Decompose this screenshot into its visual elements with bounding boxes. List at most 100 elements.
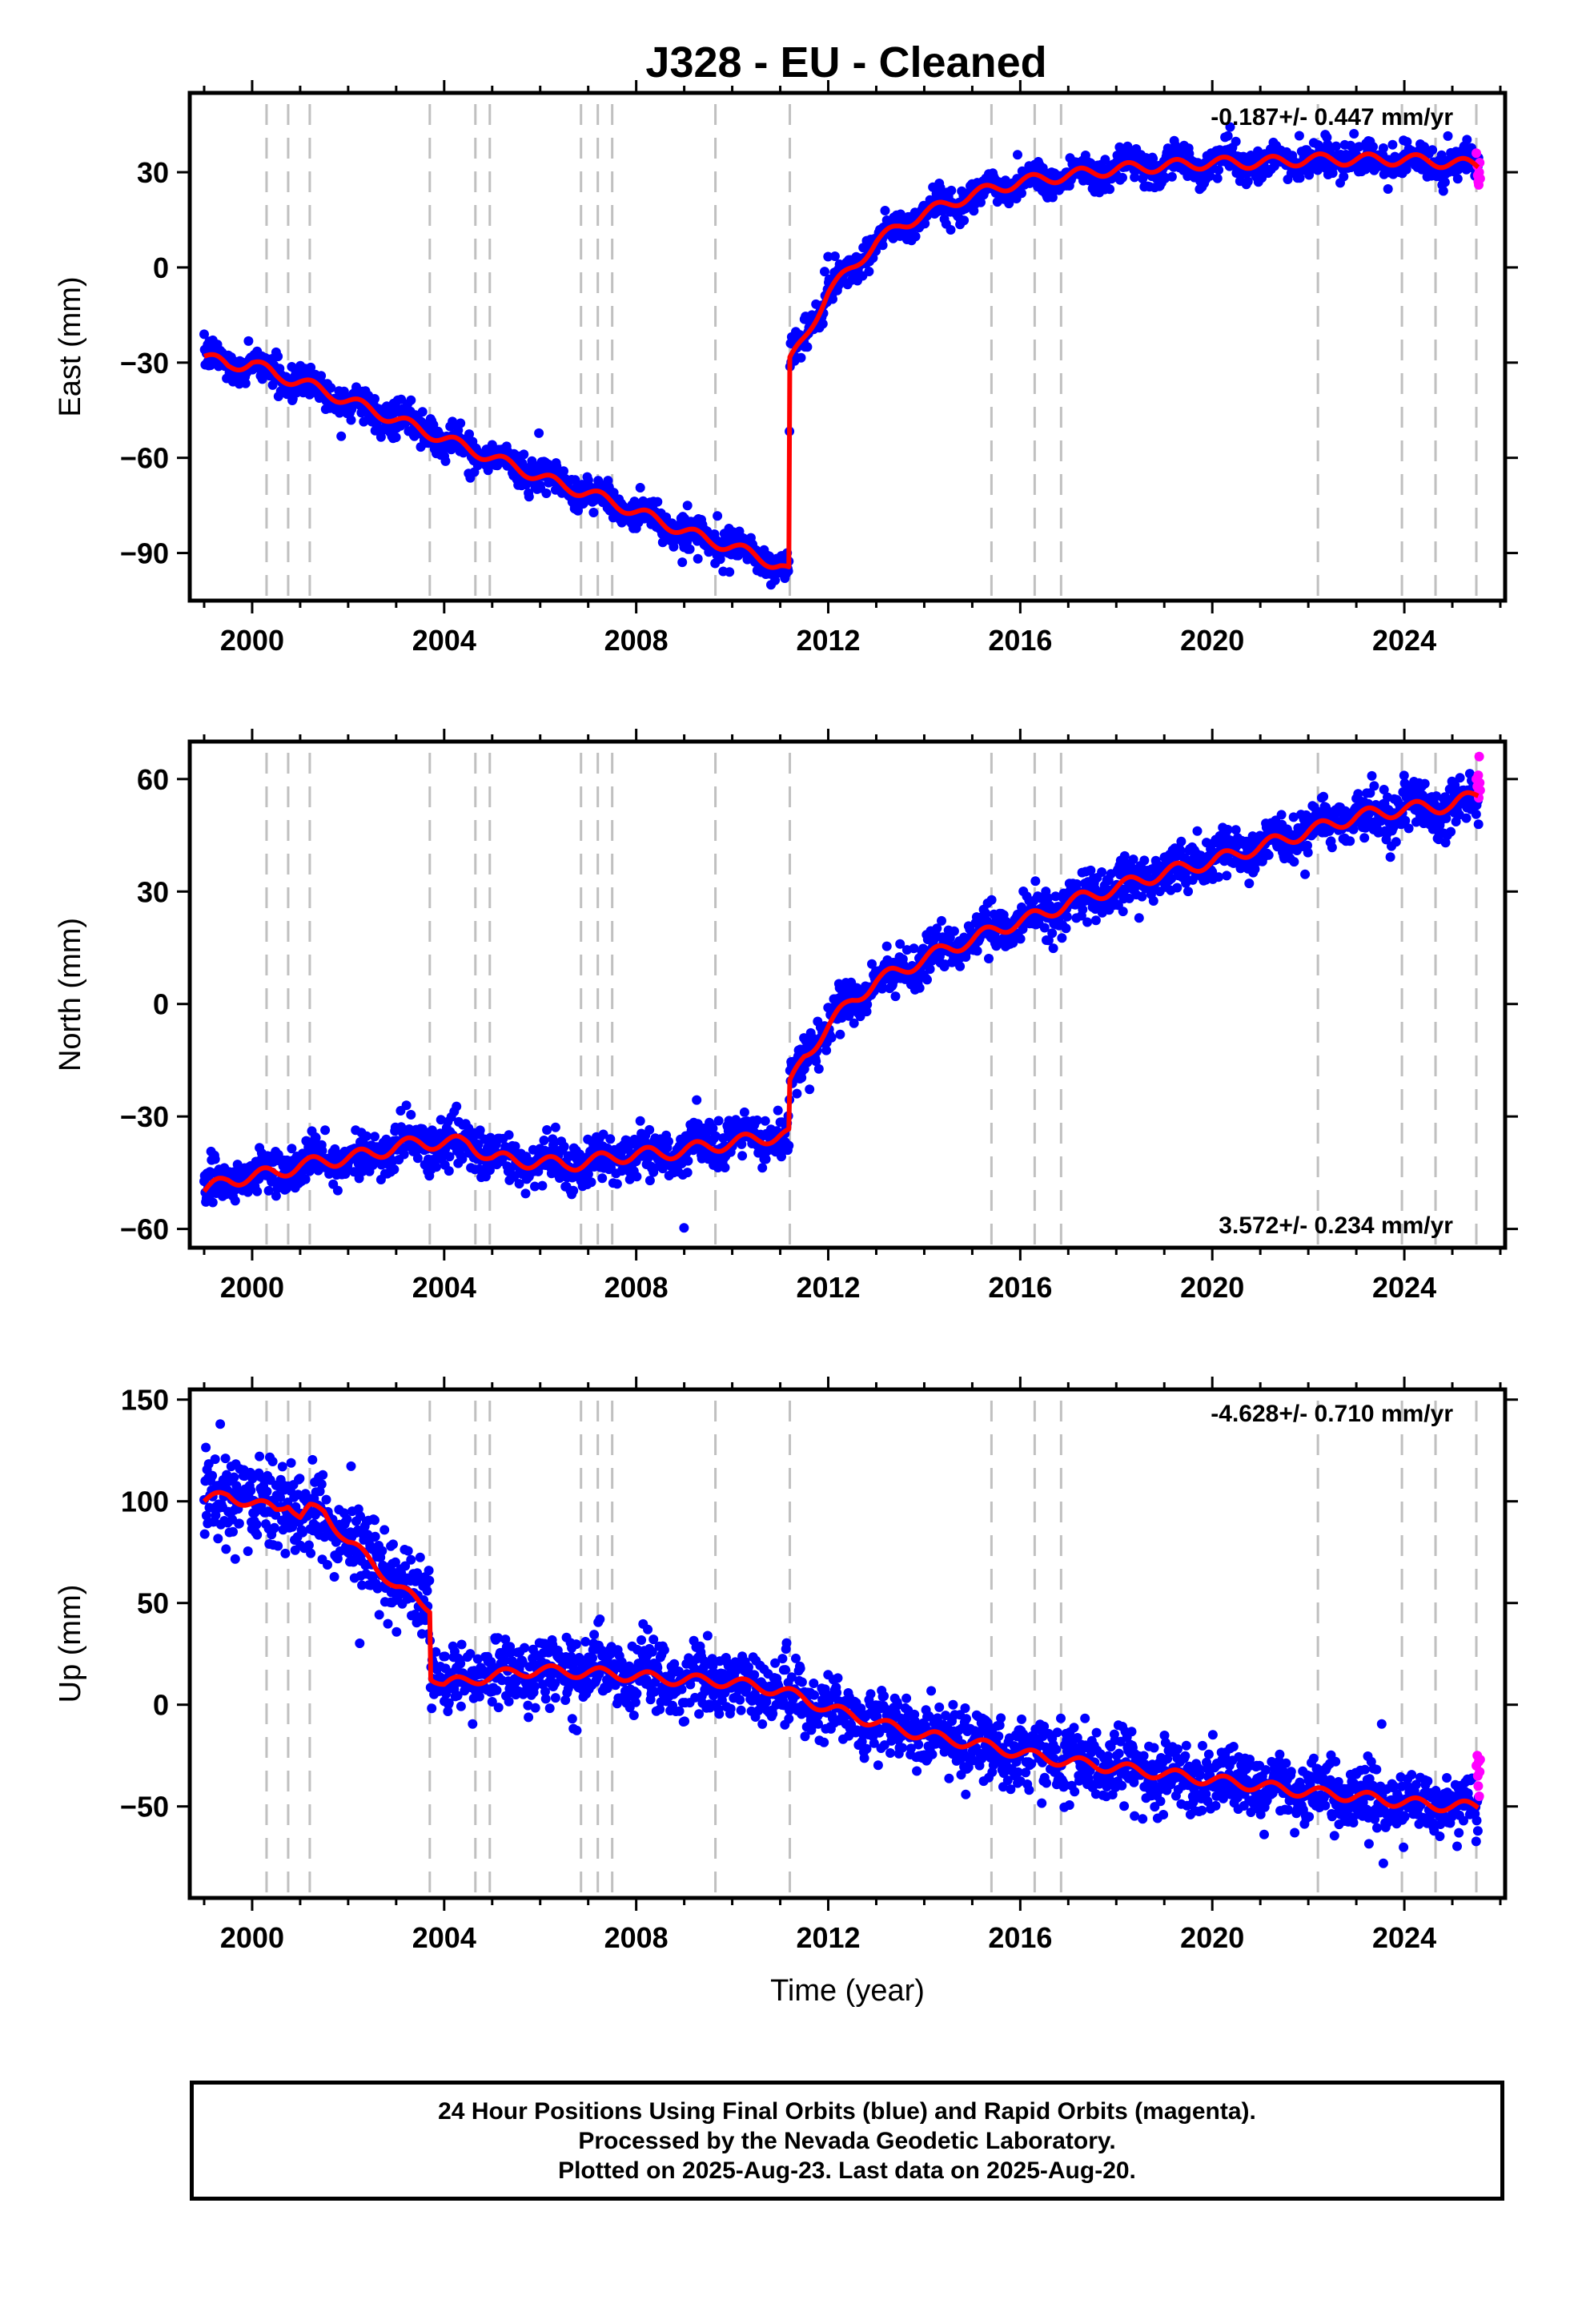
data-point: [976, 197, 986, 207]
data-point: [1473, 819, 1484, 830]
panel-east: 2000 2004 2008 2012 2016 2020 2024−90−60−30030…: [54, 80, 1518, 657]
data-point: [370, 1132, 379, 1142]
data-point: [1225, 122, 1235, 132]
data-point: [321, 1494, 331, 1505]
data-point: [524, 492, 534, 502]
data-point: [452, 1101, 462, 1112]
data-point: [693, 553, 703, 564]
y-axis-label: North (mm): [54, 918, 87, 1072]
data-point: [295, 1474, 305, 1484]
data-point: [1276, 810, 1287, 820]
data-point: [444, 1166, 454, 1176]
data-point: [1446, 826, 1456, 837]
data-point: [805, 1084, 815, 1095]
data-point: [597, 1173, 608, 1184]
data-point: [381, 1134, 391, 1144]
data-point: [826, 1032, 837, 1043]
data-point: [984, 954, 994, 963]
y-tick-label: −60: [120, 1213, 169, 1246]
data-point: [370, 394, 379, 404]
data-point: [683, 1156, 693, 1166]
data-point: [1294, 131, 1304, 141]
data-point: [374, 1610, 384, 1620]
data-point: [342, 1514, 352, 1525]
data-point: [1461, 813, 1472, 823]
data-point: [1017, 188, 1026, 199]
data-point: [880, 206, 890, 215]
data-point: [835, 1029, 845, 1039]
y-tick-label: 30: [137, 156, 169, 189]
data-point: [1345, 836, 1355, 846]
data-point: [286, 1458, 296, 1468]
data-point: [199, 329, 209, 340]
x-tick-label: 2016: [988, 624, 1052, 657]
data-point: [1061, 923, 1071, 934]
data-point: [1369, 781, 1379, 791]
data-point: [713, 1116, 724, 1126]
data-point: [519, 449, 529, 460]
data-point: [1015, 934, 1026, 944]
data-point: [1322, 132, 1332, 143]
data-point: [262, 1486, 272, 1497]
data-point: [986, 895, 997, 905]
data-point: [784, 1140, 794, 1151]
plot-frame: [187, 90, 1508, 603]
data-point: [946, 225, 956, 235]
data-point: [401, 1100, 412, 1111]
data-point: [199, 1529, 210, 1539]
data-point: [251, 1519, 262, 1530]
data-point: [323, 1560, 332, 1570]
data-point: [1349, 129, 1359, 139]
data-point: [583, 1169, 593, 1180]
data-point: [318, 1470, 328, 1480]
data-point: [311, 1132, 321, 1143]
data-point: [370, 1531, 380, 1542]
data-point: [568, 1185, 579, 1196]
data-point: [1403, 823, 1414, 834]
trend-line: [203, 151, 1480, 570]
x-tick-label: 2008: [604, 624, 669, 657]
data-point: [1082, 917, 1093, 927]
data-point: [514, 1179, 524, 1189]
x-tick-label: 2000: [220, 624, 284, 657]
data-point: [243, 1546, 253, 1556]
data-point: [920, 219, 930, 229]
velocity-annotation: -0.187+/- 0.447 mm/yr: [1211, 104, 1453, 131]
data-point: [1368, 142, 1378, 152]
data-point: [1339, 171, 1349, 182]
data-point: [329, 1572, 339, 1582]
data-point: [504, 1130, 514, 1140]
data-point: [332, 1185, 343, 1196]
x-tick-label: 2004: [412, 624, 476, 657]
data-point: [1172, 883, 1182, 893]
data-point: [475, 1125, 485, 1136]
data-point: [1300, 869, 1311, 879]
data-point: [588, 508, 599, 517]
data-point: [1212, 173, 1223, 183]
data-point: [583, 475, 593, 485]
data-point: [711, 1131, 721, 1141]
data-point: [757, 1163, 768, 1173]
data-point: [632, 1172, 642, 1182]
data-point: [1359, 833, 1370, 843]
data-point: [300, 1174, 311, 1184]
data-point: [783, 566, 793, 577]
data-point: [1214, 872, 1224, 883]
final-orbit-points: [199, 122, 1484, 590]
data-point: [379, 1525, 390, 1535]
data-point: [914, 983, 925, 993]
data-point: [1231, 825, 1241, 835]
data-point: [246, 1486, 256, 1496]
data-point: [1148, 154, 1158, 164]
data-point: [925, 964, 935, 975]
data-point: [664, 1136, 673, 1147]
data-point: [1243, 176, 1253, 187]
data-point: [383, 1618, 393, 1629]
data-point: [635, 1116, 645, 1126]
data-point: [252, 1186, 263, 1196]
data-point: [271, 1191, 281, 1201]
y-axis-label: East (mm): [54, 276, 87, 416]
data-point: [316, 1479, 327, 1490]
data-point: [1090, 915, 1101, 926]
data-point: [820, 267, 829, 277]
